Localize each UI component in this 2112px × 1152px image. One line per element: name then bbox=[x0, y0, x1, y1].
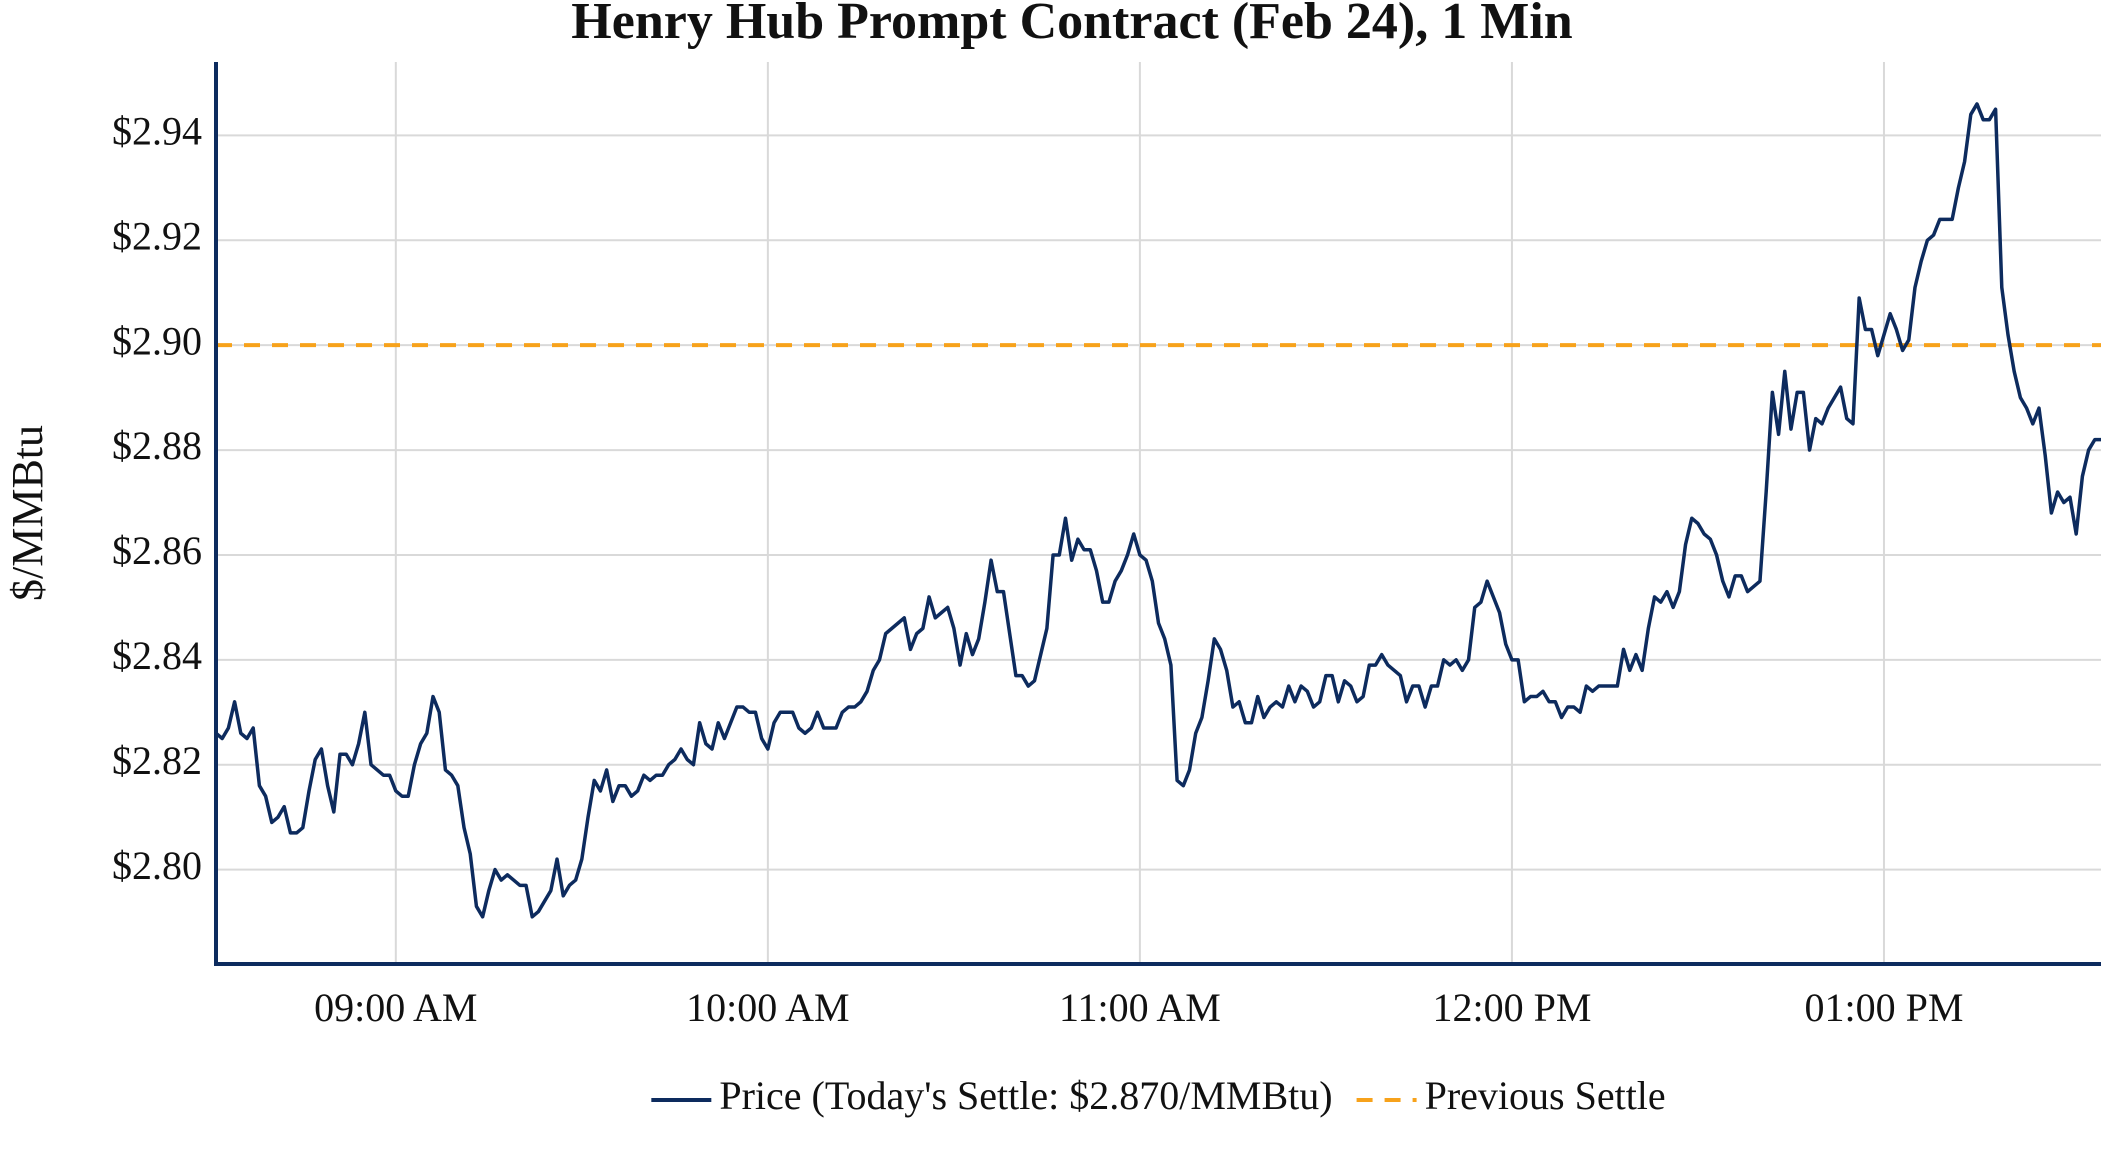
y-tick-label: $2.84 bbox=[112, 633, 202, 678]
y-tick-label: $2.80 bbox=[112, 843, 202, 888]
grid bbox=[216, 62, 2101, 964]
y-axis-title: $/MMBtu bbox=[3, 425, 52, 601]
y-tick-label: $2.88 bbox=[112, 423, 202, 468]
legend-label: Price (Today's Settle: $2.870/MMBtu) bbox=[719, 1073, 1332, 1118]
x-tick-label: 11:00 AM bbox=[1059, 985, 1221, 1030]
chart-title: Henry Hub Prompt Contract (Feb 24), 1 Mi… bbox=[571, 0, 1572, 50]
legend: Price (Today's Settle: $2.870/MMBtu) Prev… bbox=[651, 1073, 1666, 1118]
y-tick-label: $2.92 bbox=[112, 213, 202, 258]
legend-label: Previous Settle bbox=[1425, 1073, 1666, 1118]
y-tick-label: $2.90 bbox=[112, 318, 202, 363]
y-tick-label: $2.94 bbox=[112, 109, 202, 154]
x-tick-label: 12:00 PM bbox=[1432, 985, 1591, 1030]
price-line bbox=[214, 102, 2101, 919]
x-tick-label: 09:00 AM bbox=[314, 985, 477, 1030]
x-tick-label: 10:00 AM bbox=[686, 985, 849, 1030]
y-tick-label: $2.86 bbox=[112, 528, 202, 573]
y-tick-label: $2.82 bbox=[112, 738, 202, 783]
x-tick-label: 01:00 PM bbox=[1805, 985, 1964, 1030]
